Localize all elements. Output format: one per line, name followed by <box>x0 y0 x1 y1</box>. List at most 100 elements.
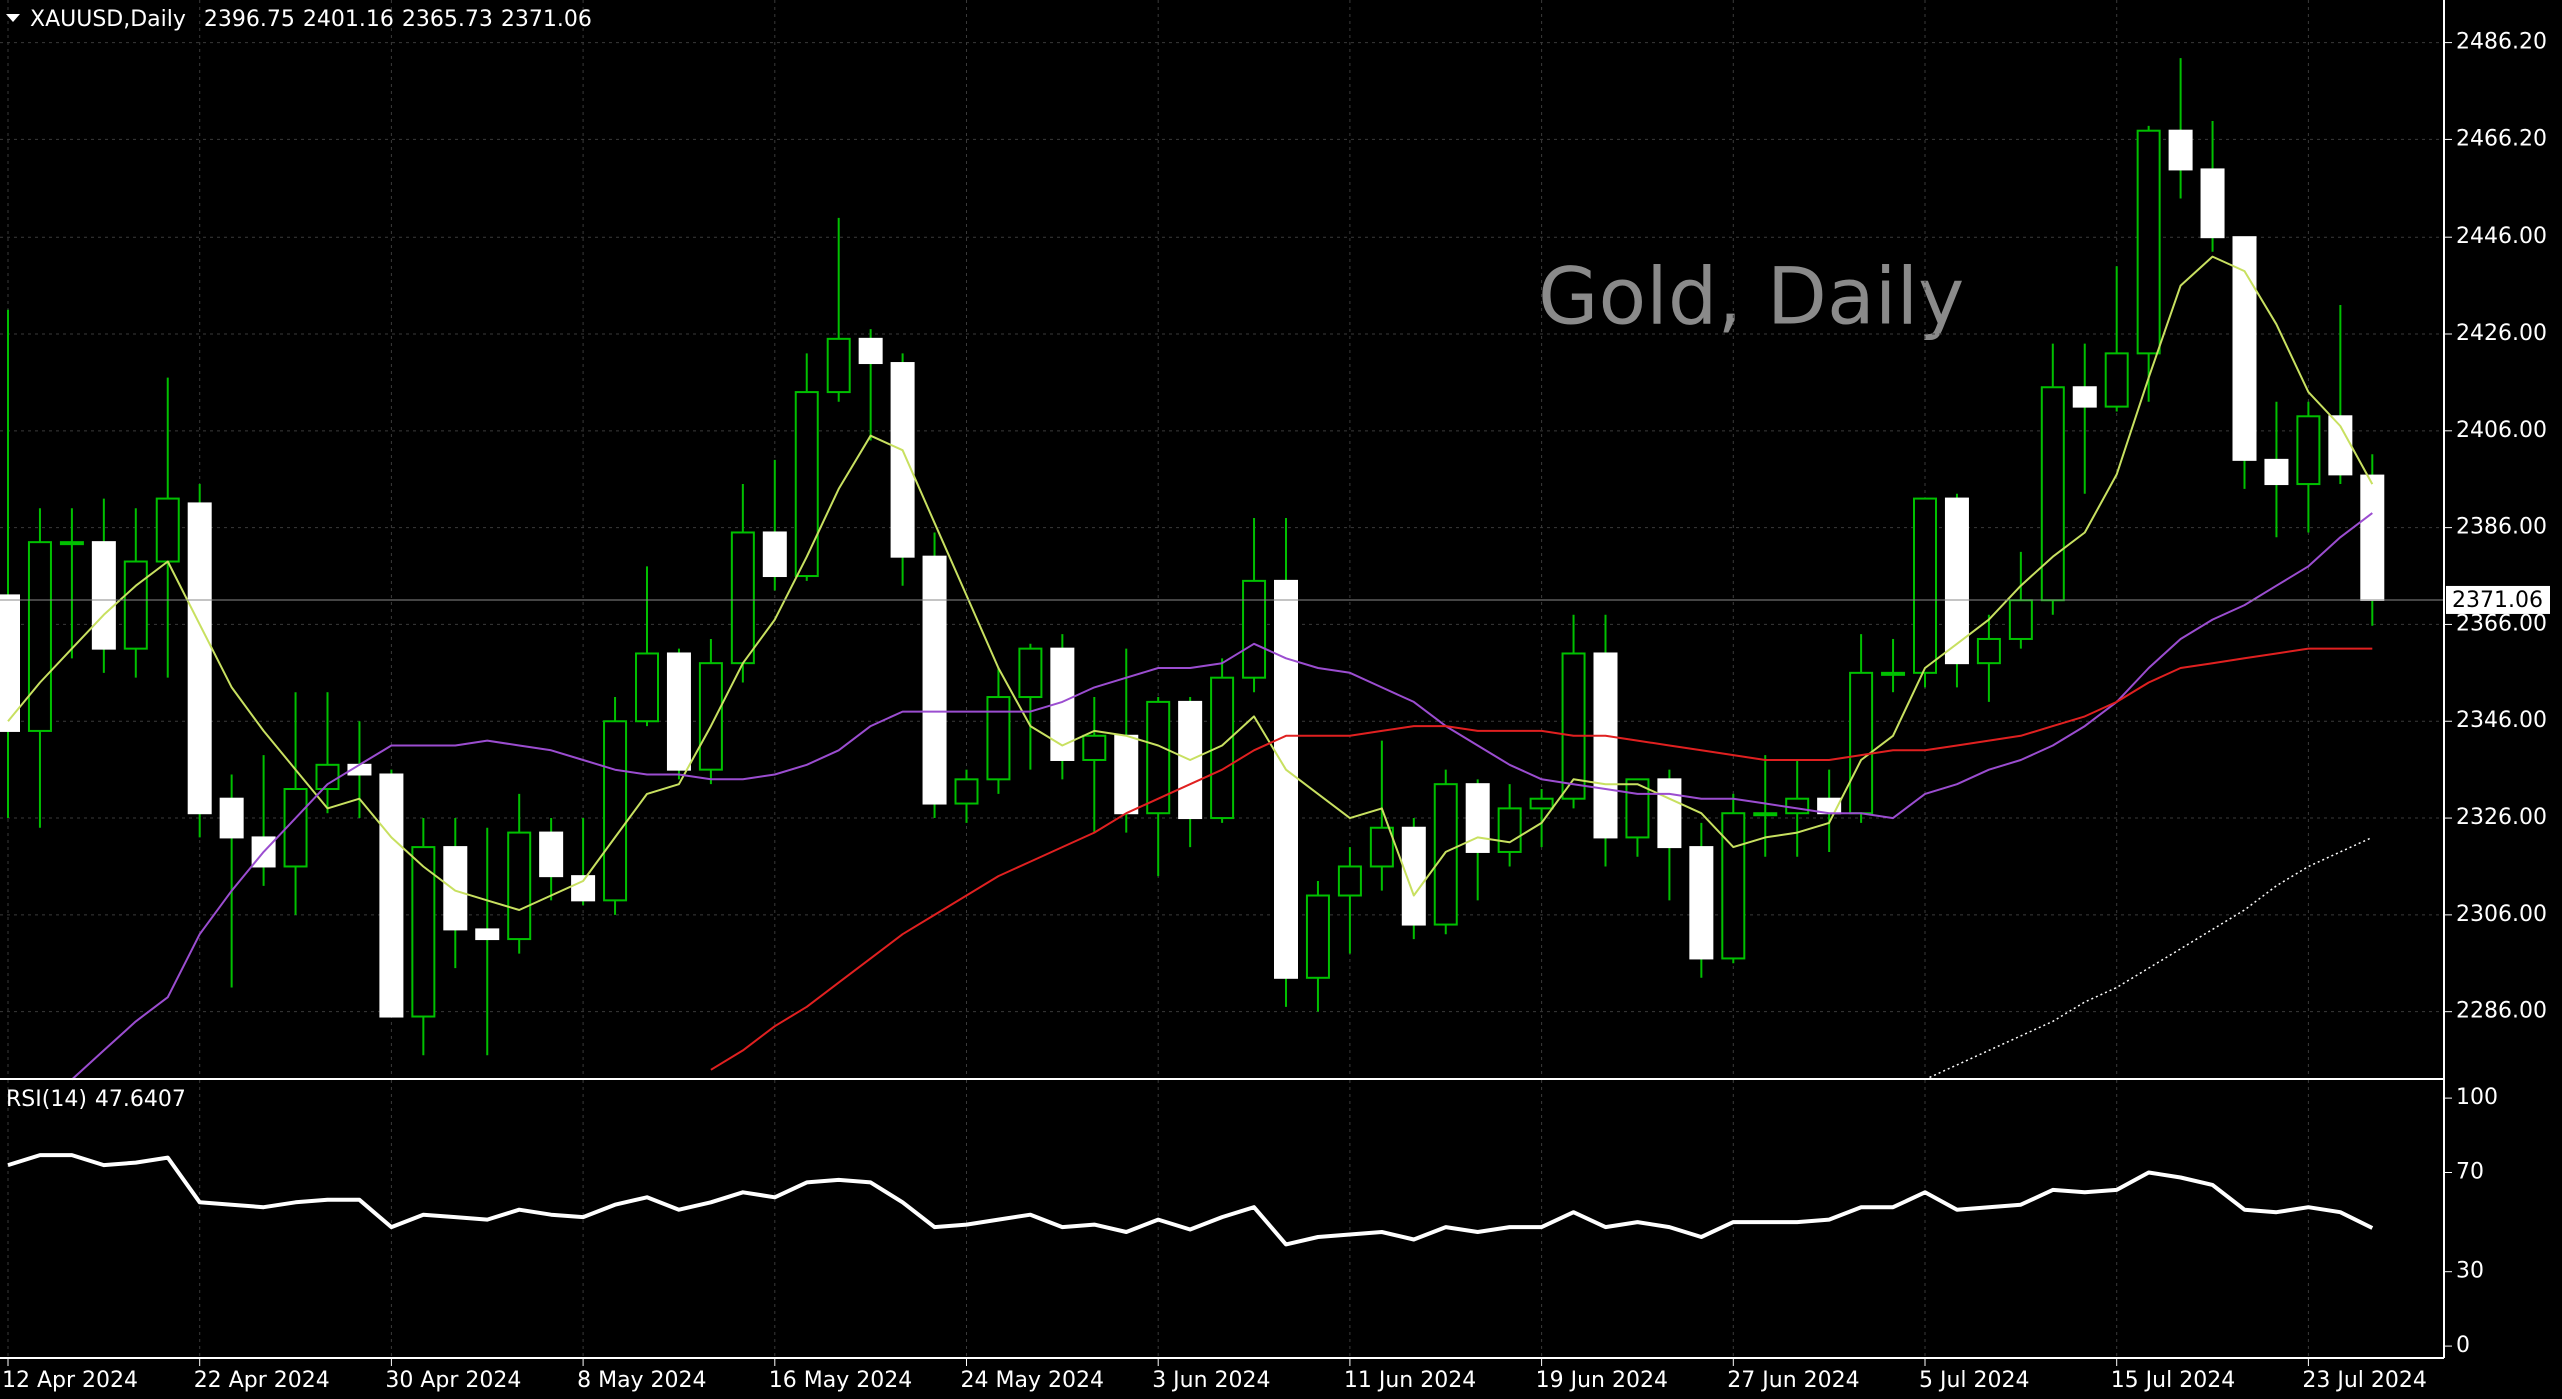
candle-body <box>2072 386 2097 408</box>
candle <box>1529 789 1554 848</box>
moving-average <box>1924 836 2373 1081</box>
candle <box>1305 880 1330 1012</box>
candle <box>443 818 468 969</box>
candle <box>219 774 244 988</box>
candle-body <box>603 720 628 902</box>
candle-body <box>0 594 20 732</box>
candle-body <box>443 846 468 931</box>
candle <box>858 329 883 441</box>
candle <box>1210 658 1235 823</box>
candle <box>1753 755 1778 857</box>
candle <box>1944 493 1969 688</box>
candle-body <box>698 662 723 771</box>
candle-body <box>1849 671 1874 815</box>
candle <box>1050 634 1075 780</box>
header-text: 2371.06 <box>501 7 592 32</box>
candle <box>0 309 20 819</box>
candle <box>954 769 979 823</box>
candle-body <box>2296 415 2321 486</box>
candle <box>2200 121 2225 252</box>
candle-body <box>1433 783 1458 926</box>
y-tick-label: 70 <box>2456 1160 2484 1185</box>
candle-body <box>890 362 915 558</box>
candle <box>2040 343 2065 615</box>
candle <box>475 827 500 1056</box>
candle-body <box>1976 637 2001 665</box>
candle-body <box>1753 812 1778 817</box>
indicator-label: RSI(14) 47.6407 <box>6 1087 186 1112</box>
candle-body <box>475 928 500 941</box>
header-text: 2365.73 <box>402 7 493 32</box>
current-price-label: 2371.06 <box>2452 588 2543 613</box>
candle <box>155 377 180 678</box>
x-tick-label: 11 Jun 2024 <box>1344 1368 1476 1393</box>
candle <box>187 484 212 838</box>
candle <box>1913 497 1937 688</box>
candle-body <box>2136 129 2161 355</box>
candle <box>2104 266 2129 412</box>
candle-body <box>411 846 436 1018</box>
candle <box>826 217 851 402</box>
candle <box>1082 697 1107 833</box>
candle-body <box>1274 579 1298 979</box>
y-tick-label: 0 <box>2456 1333 2470 1358</box>
x-tick-label: 19 Jun 2024 <box>1536 1368 1668 1393</box>
candle-body <box>1529 797 1554 810</box>
candle-body <box>826 337 851 394</box>
y-tick-label: 2286.00 <box>2456 999 2547 1024</box>
candle-body <box>2200 168 2225 239</box>
candle <box>27 508 52 828</box>
x-tick-label: 24 May 2024 <box>961 1368 1104 1393</box>
candle <box>315 692 340 814</box>
candle-body <box>922 555 947 805</box>
candle-body <box>1689 846 1714 960</box>
x-tick-label: 16 May 2024 <box>769 1368 912 1393</box>
candle <box>2168 58 2193 199</box>
candle-body <box>283 788 308 868</box>
candle-body <box>986 696 1011 781</box>
moving-average <box>71 512 2373 1081</box>
plot-area <box>0 58 2385 1056</box>
y-tick-label: 2346.00 <box>2456 708 2547 733</box>
header-text: XAUUSD,Daily <box>30 7 186 32</box>
header-triangle <box>6 14 20 22</box>
x-tick-label: 27 Jun 2024 <box>1727 1368 1859 1393</box>
y-tick-label: 2486.20 <box>2456 30 2547 55</box>
x-tick-label: 15 Jul 2024 <box>2111 1368 2236 1393</box>
candle-body <box>1369 826 1394 868</box>
candle <box>571 818 596 906</box>
y-tick-label: 2466.20 <box>2456 126 2547 151</box>
candle-body <box>59 541 84 546</box>
candle-body <box>1114 734 1139 815</box>
y-tick-label: 2446.00 <box>2456 224 2547 249</box>
candle-body <box>954 778 979 805</box>
candle-body <box>219 797 244 839</box>
candle-body <box>666 652 691 771</box>
candle <box>603 697 628 915</box>
candle <box>1242 517 1267 693</box>
candle <box>922 532 947 819</box>
candle <box>1274 517 1298 1007</box>
candle-body <box>730 531 755 665</box>
moving-average <box>7 255 2374 911</box>
candle-body <box>1401 826 1426 926</box>
candle-body <box>1721 812 1746 960</box>
candle <box>1976 614 2001 702</box>
candle-body <box>762 531 787 578</box>
candle-body <box>91 541 116 650</box>
candle-body <box>123 560 148 650</box>
candle-body <box>507 831 532 941</box>
candle-body <box>2360 474 2385 601</box>
candle-body <box>635 652 659 723</box>
candle <box>986 668 1011 794</box>
candle-body <box>155 497 180 563</box>
x-tick-label: 22 Apr 2024 <box>194 1368 330 1393</box>
candle <box>890 353 915 586</box>
moving-average <box>710 647 2373 1071</box>
candle-body <box>1944 497 1969 665</box>
candle <box>539 818 564 901</box>
indicator-text: RSI(14) <box>6 1087 87 1112</box>
candle-body <box>1018 647 1043 699</box>
y-tick-label: 100 <box>2456 1085 2498 1110</box>
